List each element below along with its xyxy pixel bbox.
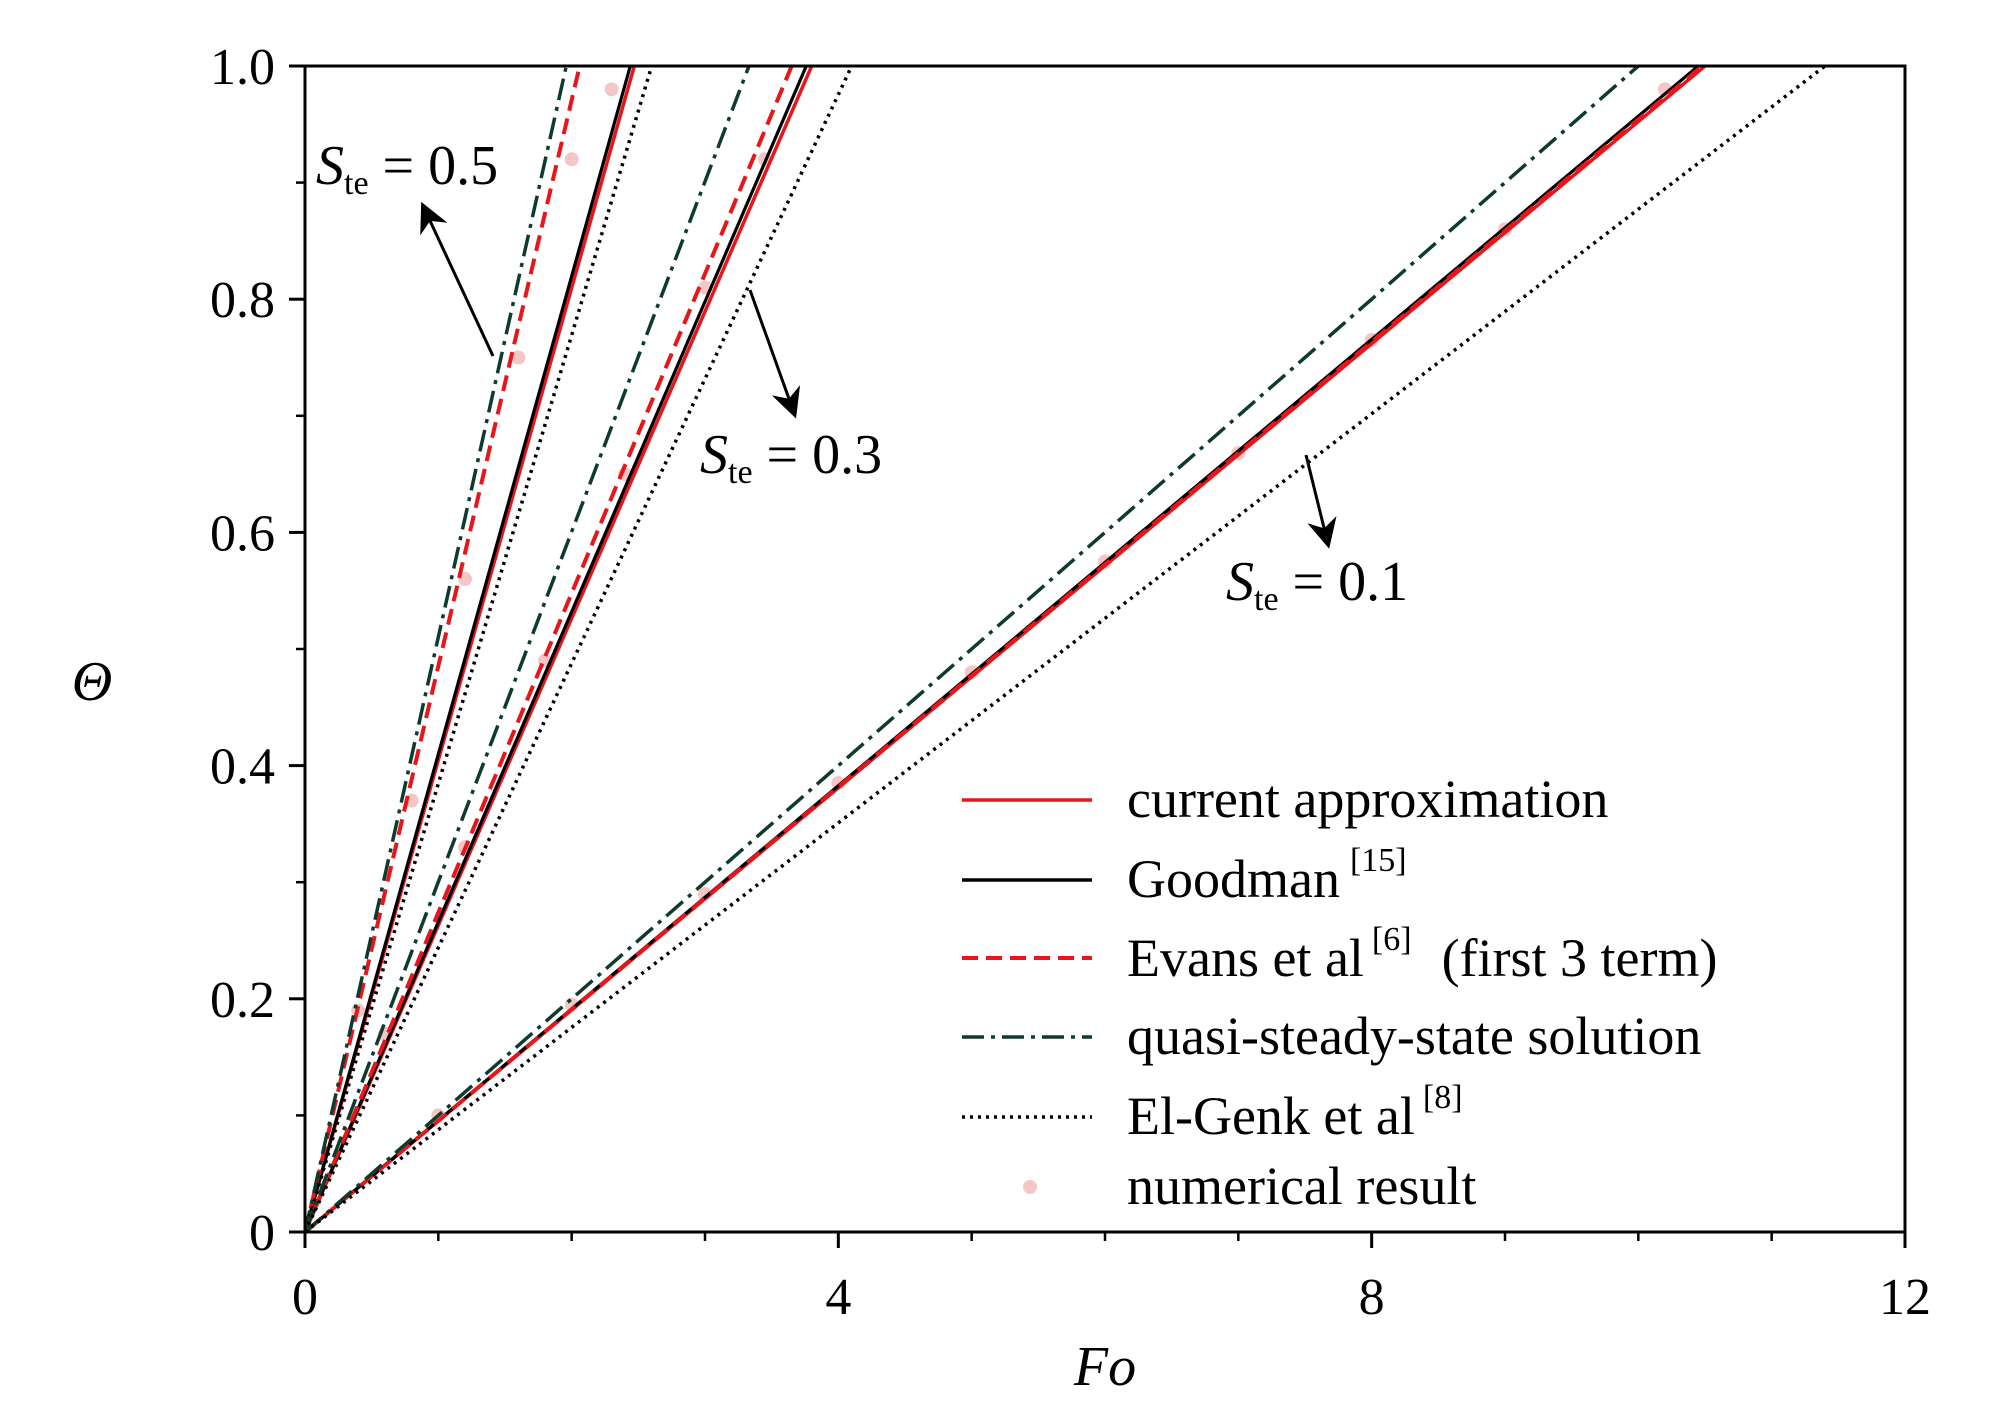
x-tick-label: 12 (1879, 1269, 1931, 1326)
y-axis-title: Θ (72, 651, 112, 713)
legend-entry-quasi-steady: quasi-steady-state solution (962, 1006, 1701, 1066)
y-tick-label: 0.4 (210, 739, 275, 796)
legend-label-quasi: quasi-steady-state solution (1127, 1006, 1701, 1066)
numerical-point-ste05-5 (564, 152, 579, 167)
series-line-elgenk-ste05 (305, 66, 654, 1232)
series-line-evans-ste01 (305, 66, 1704, 1232)
annotation-ste-01: Ste = 0.1 (1226, 551, 1408, 618)
legend-entry-numerical: numerical result (1023, 1156, 1476, 1216)
series-layer (305, 66, 1827, 1232)
series-line-quasi-ste01 (305, 66, 1640, 1232)
series-line-goodman-ste05 (305, 66, 632, 1232)
series-line-evans-ste03 (305, 66, 794, 1232)
legend-label-evans: Evans et al [6] (first 3 term) (1127, 921, 1717, 988)
x-tick-label: 8 (1359, 1269, 1385, 1326)
legend-entry-current-approximation: current approximation (962, 769, 1608, 829)
legend-label-elgenk: El-Genk et al [8] (1127, 1079, 1463, 1146)
legend-label-current: current approximation (1127, 769, 1608, 829)
axis-ticks: 0 4 8 12 0 0.2 0.4 0.6 0.8 1.0 (210, 39, 1931, 1326)
x-tick-label: 0 (292, 1269, 318, 1326)
legend-label-goodman: Goodman [15] (1127, 842, 1407, 909)
x-axis-title: Fo (1073, 1336, 1136, 1398)
y-tick-label: 0.6 (210, 505, 275, 562)
annotation-arrow-ste-01 (1304, 454, 1337, 549)
numerical-point-ste05-6 (604, 82, 619, 97)
legend-label-numerical: numerical result (1127, 1156, 1476, 1216)
y-tick-label: 0.2 (210, 972, 275, 1029)
legend: current approximation Goodman [15] Evans … (962, 769, 1717, 1216)
annotation-arrow-ste-05 (420, 201, 495, 357)
series-line-evans-ste05 (305, 66, 582, 1232)
legend-entry-el-genk: El-Genk et al [8] (962, 1079, 1463, 1146)
annotation-ste-05: Ste = 0.5 (316, 135, 498, 202)
numerical-point-ste05-4 (511, 350, 526, 365)
series-line-elgenk-ste03 (305, 66, 854, 1232)
legend-marker-numerical (1023, 1180, 1037, 1194)
y-tick-label: 1.0 (210, 39, 275, 96)
legend-entry-evans: Evans et al [6] (first 3 term) (962, 921, 1717, 988)
y-tick-label: 0 (249, 1205, 275, 1262)
y-tick-label: 0.8 (210, 272, 275, 329)
x-tick-label: 4 (825, 1269, 851, 1326)
series-line-goodman-ste03 (305, 66, 808, 1232)
series-line-quasi-ste03 (305, 66, 751, 1232)
annotation-ste-03: Ste = 0.3 (700, 424, 882, 491)
annotation-arrow-ste-03 (748, 289, 801, 419)
legend-entry-goodman: Goodman [15] (962, 842, 1407, 909)
